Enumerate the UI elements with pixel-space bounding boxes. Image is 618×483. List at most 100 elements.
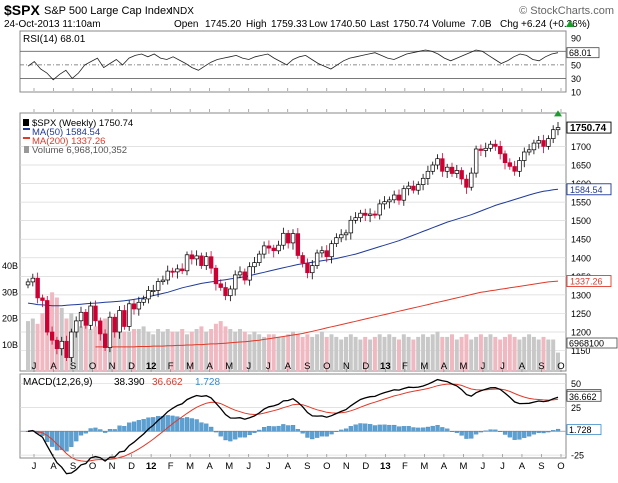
rsi-value-badge-text: 68.01 (569, 48, 592, 58)
volume-bar (199, 326, 204, 371)
x-axis-label: S (70, 461, 76, 472)
exchange-label: INDX (170, 6, 194, 17)
candle-body (30, 277, 36, 283)
candle-body (392, 194, 397, 201)
macd-histogram-bar (223, 431, 228, 441)
candle-body (40, 297, 45, 301)
volume-bar (132, 329, 136, 371)
macd-histogram-bar (160, 416, 166, 432)
volume-bar (416, 336, 421, 371)
price-tick-label: 1250 (571, 309, 591, 319)
macd-tick-label: 50 (571, 379, 581, 389)
macd-histogram-bar (146, 417, 151, 432)
x-axis-label: S (538, 361, 544, 372)
macd-histogram-bar (324, 431, 329, 437)
candle-body (83, 311, 89, 326)
candle-body (141, 298, 146, 303)
candle-body (189, 254, 195, 260)
symbol-title: $SPX (4, 2, 40, 18)
candle-body (146, 290, 151, 300)
volume-bar (35, 323, 40, 372)
macd-histogram-bar (507, 431, 512, 438)
candle-body (401, 188, 407, 201)
rsi-legend: RSI(14) 68.01 (23, 34, 86, 45)
candle-body (425, 170, 431, 179)
rsi-value-badge (566, 47, 600, 59)
ma50-line (27, 188, 559, 307)
x-axis-label: F (168, 361, 174, 372)
volume-bar (112, 329, 117, 371)
legend-volume: Volume 6,968,100,352 (32, 145, 127, 156)
macd-histogram-bar (74, 431, 79, 442)
macd-tick-label: -25 (571, 451, 584, 461)
volume-bar (483, 336, 488, 371)
macd-histogram-bar (368, 424, 373, 432)
candle-body (136, 301, 142, 310)
macd-histogram-bar (310, 431, 315, 440)
candle-body (122, 310, 127, 327)
volume-bar (122, 331, 127, 371)
price-tick-label: 1300 (571, 290, 591, 300)
candle-body (204, 256, 209, 266)
macd-histogram-bar (531, 431, 537, 435)
candle-body (551, 129, 556, 139)
macd-histogram-bar (189, 418, 194, 432)
macd-histogram-bar (98, 429, 103, 432)
volume-bar (88, 329, 93, 371)
candle-body (300, 255, 305, 264)
volume-bar (488, 334, 493, 372)
volume-bar (551, 339, 556, 371)
legend-swatch-price (23, 119, 29, 126)
candle-body (469, 172, 474, 188)
macd-histogram-bar (493, 429, 498, 432)
price-tick-label: 1200 (571, 328, 591, 338)
macd-histogram-bar (300, 431, 305, 434)
x-axis-label: A (519, 361, 526, 372)
candle-body (180, 268, 185, 272)
volume-bar (334, 336, 339, 371)
candle-body (170, 270, 175, 273)
candle-body (35, 277, 40, 299)
volume-bar (512, 336, 517, 371)
candle-body (536, 140, 541, 144)
x-axis-label: O (323, 361, 330, 372)
stockcharts-watermark: © StockCharts.com (519, 5, 614, 17)
macd-histogram-bar (233, 431, 238, 440)
macd-histogram-bar (237, 431, 243, 438)
rsi-chart: 907050301068.01 (20, 33, 600, 98)
macd-histogram-bar (180, 418, 185, 432)
volume-tick-label: 30B (2, 287, 18, 297)
candle-body (473, 148, 479, 174)
volume-bar (546, 339, 551, 371)
candle-body (242, 271, 248, 281)
volume-bar (469, 339, 474, 371)
candle-body (295, 233, 301, 256)
macd-histogram-bar (527, 431, 532, 437)
volume-bar (315, 334, 320, 372)
volume-bar (368, 339, 373, 371)
macd-histogram-bar (372, 425, 378, 432)
candle-body (464, 178, 469, 188)
volume-bar (209, 329, 214, 371)
volume-bar (180, 329, 185, 371)
volume-bar (238, 329, 242, 371)
candle-body (435, 158, 440, 166)
x-axis-label: A (50, 461, 57, 472)
x-axis-label: A (285, 361, 292, 372)
candle-body (45, 300, 50, 333)
volume-bar (26, 321, 30, 371)
macd-histogram-bar (69, 431, 74, 447)
macd-histogram-bar (204, 423, 209, 432)
volume-bar (83, 323, 88, 372)
candle-body (223, 287, 228, 297)
volume-bar (464, 334, 469, 372)
macd-badge (566, 424, 602, 436)
candle-body (131, 303, 137, 310)
candle-body (74, 320, 79, 333)
candle-body (319, 250, 325, 254)
volume-bar (527, 334, 532, 372)
candle-body (396, 194, 402, 201)
legend-swatch-ma200 (23, 137, 30, 139)
last-value: 1750.74 (393, 19, 430, 30)
price-tick-label: 1700 (571, 142, 591, 152)
